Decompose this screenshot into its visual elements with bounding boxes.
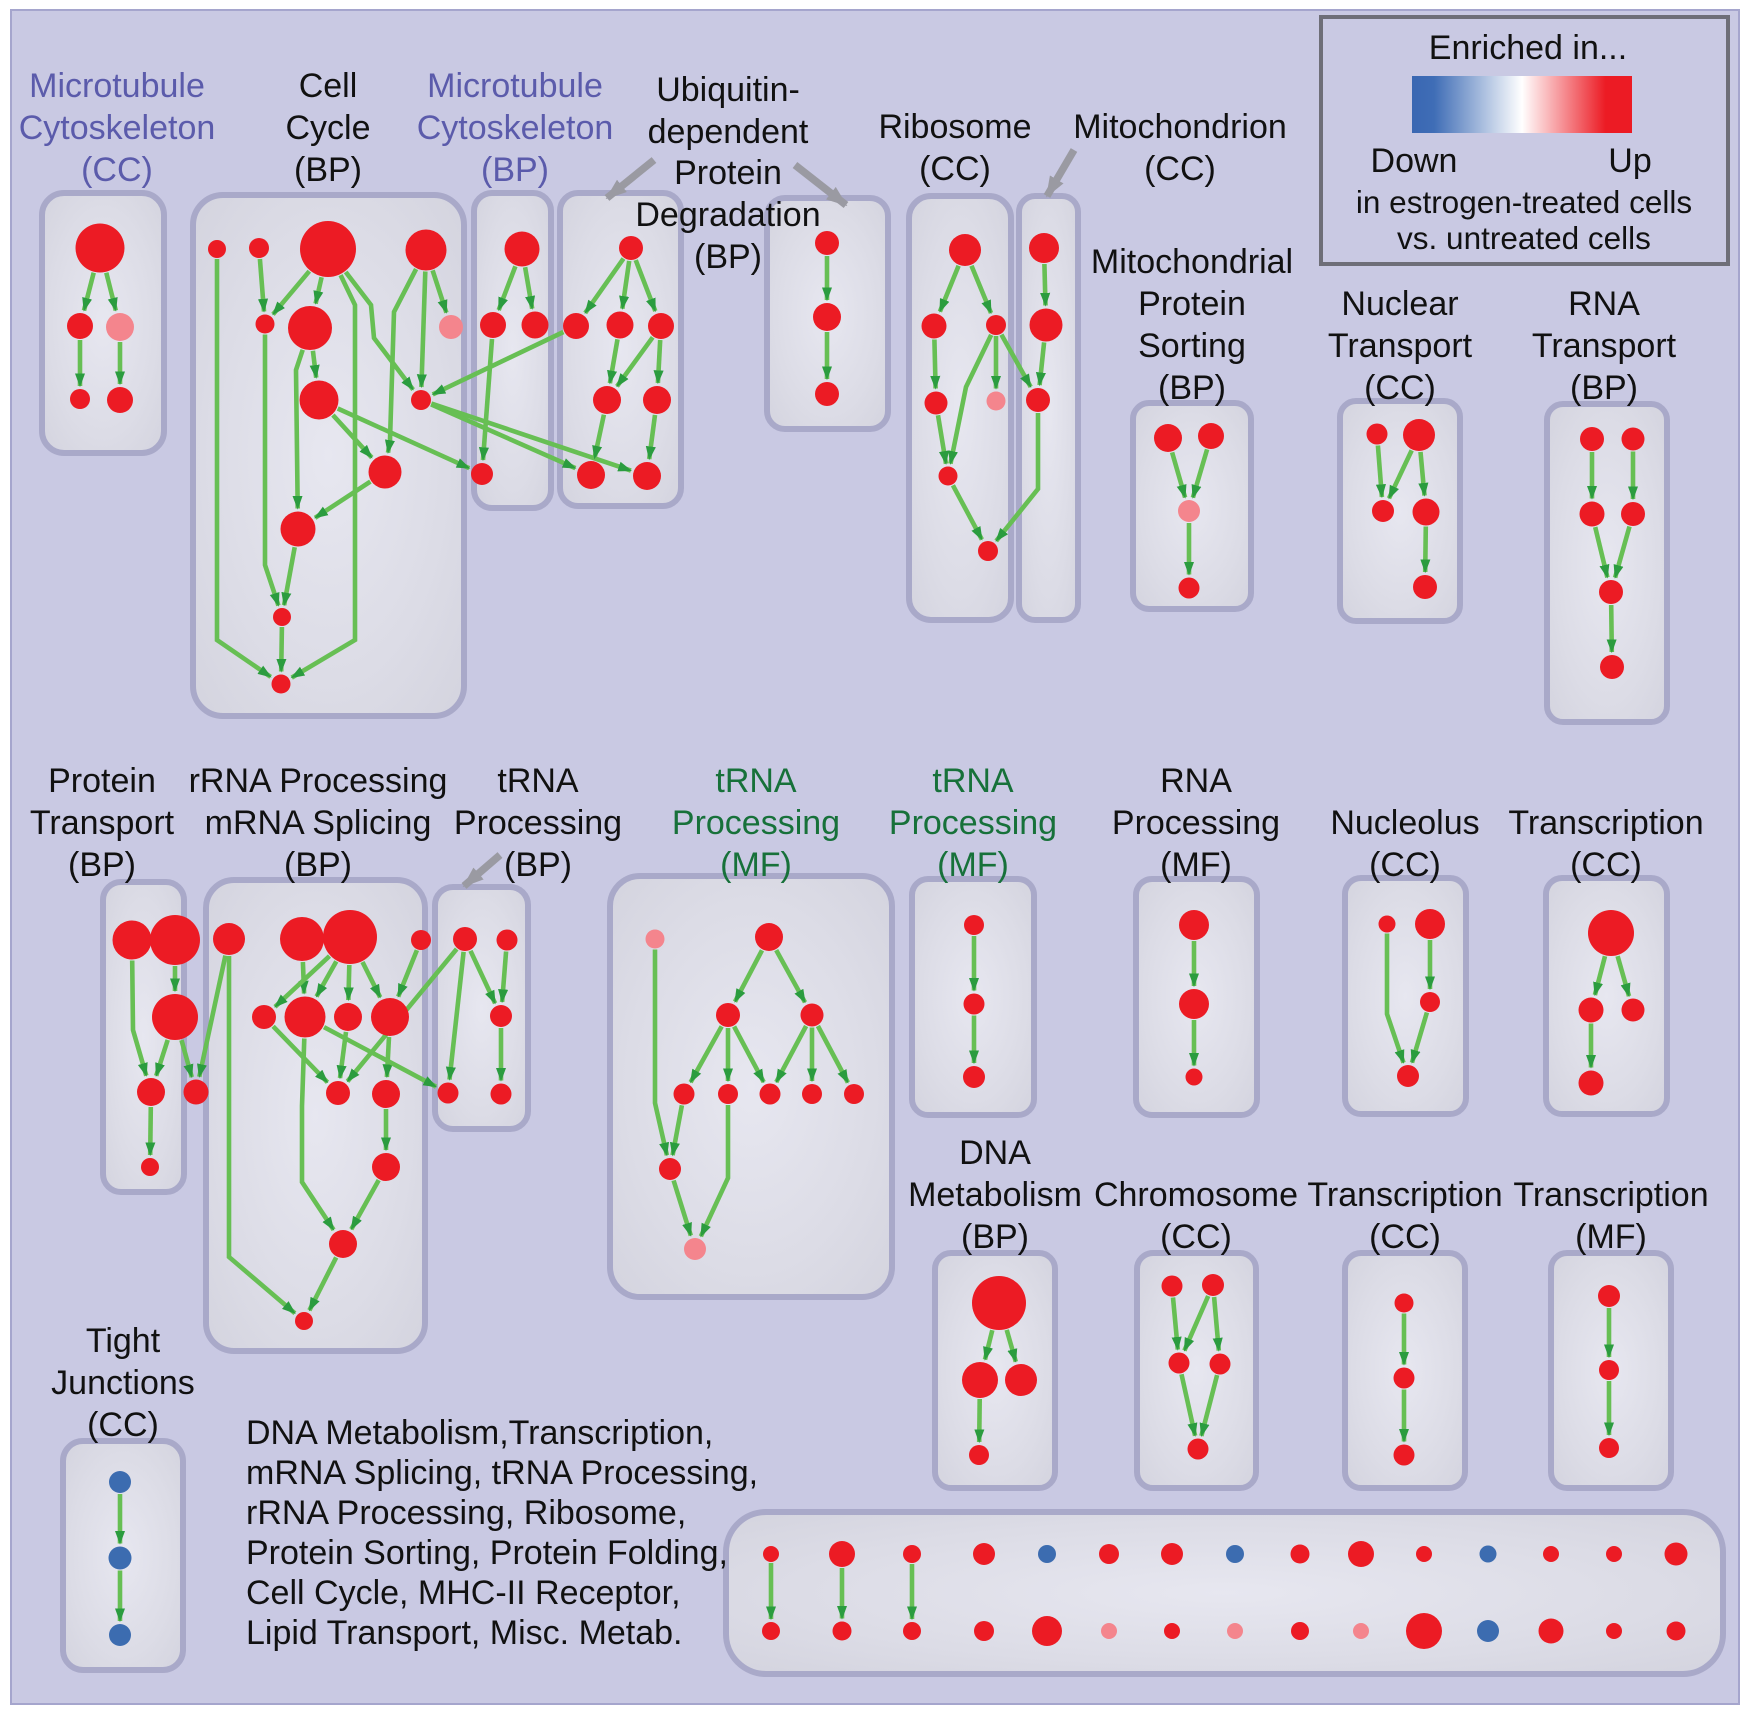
svg-text:Processing: Processing <box>889 804 1057 842</box>
svg-text:(CC): (CC) <box>1144 150 1216 188</box>
svg-text:RNA: RNA <box>1568 285 1640 323</box>
svg-text:mRNA Splicing, tRNA Processing: mRNA Splicing, tRNA Processing, <box>246 1454 758 1492</box>
svg-text:(BP): (BP) <box>1570 369 1638 407</box>
svg-text:(CC): (CC) <box>81 151 153 189</box>
svg-text:in estrogen-treated cells: in estrogen-treated cells <box>1356 184 1692 220</box>
svg-text:Protein: Protein <box>48 762 156 800</box>
svg-text:Ribosome: Ribosome <box>878 108 1031 146</box>
svg-text:Transport: Transport <box>30 804 175 842</box>
svg-text:Microtubule: Microtubule <box>29 67 205 105</box>
svg-text:tRNA: tRNA <box>715 762 797 800</box>
svg-text:Transport: Transport <box>1328 327 1473 365</box>
svg-text:tRNA: tRNA <box>932 762 1014 800</box>
svg-text:DNA Metabolism,Transcription,: DNA Metabolism,Transcription, <box>246 1414 713 1452</box>
svg-text:Processing: Processing <box>672 804 840 842</box>
svg-text:rRNA Processing: rRNA Processing <box>189 762 448 800</box>
svg-text:(BP): (BP) <box>294 151 362 189</box>
svg-text:Protein: Protein <box>674 154 782 192</box>
svg-text:(BP): (BP) <box>694 238 762 276</box>
svg-text:Enriched in...: Enriched in... <box>1429 29 1627 67</box>
svg-text:(CC): (CC) <box>87 1406 159 1444</box>
svg-text:Ubiquitin-: Ubiquitin- <box>656 71 800 109</box>
svg-text:Protein Sorting, Protein Foldi: Protein Sorting, Protein Folding, <box>246 1534 728 1572</box>
svg-text:Cytoskeleton: Cytoskeleton <box>19 109 216 147</box>
svg-text:Transcription: Transcription <box>1508 804 1703 842</box>
svg-text:Mitochondrion: Mitochondrion <box>1073 108 1287 146</box>
svg-text:Transcription: Transcription <box>1307 1176 1502 1214</box>
svg-text:Metabolism: Metabolism <box>908 1176 1082 1214</box>
svg-text:(BP): (BP) <box>68 846 136 884</box>
svg-text:(BP): (BP) <box>1158 369 1226 407</box>
svg-text:tRNA: tRNA <box>497 762 579 800</box>
svg-text:rRNA Processing, Ribosome,: rRNA Processing, Ribosome, <box>246 1494 686 1532</box>
svg-text:(CC): (CC) <box>919 150 991 188</box>
svg-text:mRNA Splicing: mRNA Splicing <box>205 804 432 842</box>
svg-text:Sorting: Sorting <box>1138 327 1246 365</box>
svg-text:Nucleolus: Nucleolus <box>1330 804 1479 842</box>
svg-text:(BP): (BP) <box>961 1218 1029 1256</box>
svg-text:(MF): (MF) <box>1160 846 1232 884</box>
svg-text:Cytoskeleton: Cytoskeleton <box>417 109 614 147</box>
svg-text:Processing: Processing <box>454 804 622 842</box>
svg-text:(CC): (CC) <box>1369 846 1441 884</box>
svg-text:(CC): (CC) <box>1364 369 1436 407</box>
svg-text:Up: Up <box>1608 142 1651 180</box>
svg-text:Microtubule: Microtubule <box>427 67 603 105</box>
svg-text:Cell Cycle, MHC-II Receptor,: Cell Cycle, MHC-II Receptor, <box>246 1574 681 1612</box>
svg-text:(MF): (MF) <box>720 846 792 884</box>
svg-text:Degradation: Degradation <box>635 196 820 234</box>
svg-text:dependent: dependent <box>648 113 809 151</box>
svg-text:Mitochondrial: Mitochondrial <box>1091 243 1293 281</box>
svg-text:DNA: DNA <box>959 1134 1031 1172</box>
svg-text:Processing: Processing <box>1112 804 1280 842</box>
svg-text:Protein: Protein <box>1138 285 1246 323</box>
svg-text:Cell: Cell <box>299 67 358 105</box>
svg-text:(BP): (BP) <box>284 846 352 884</box>
svg-text:Transcription: Transcription <box>1513 1176 1708 1214</box>
svg-text:Junctions: Junctions <box>51 1364 195 1402</box>
svg-text:Down: Down <box>1371 142 1458 180</box>
svg-text:Chromosome: Chromosome <box>1094 1176 1298 1214</box>
svg-text:Lipid Transport, Misc. Metab.: Lipid Transport, Misc. Metab. <box>246 1614 683 1652</box>
svg-text:(BP): (BP) <box>504 846 572 884</box>
svg-text:RNA: RNA <box>1160 762 1232 800</box>
svg-text:(MF): (MF) <box>1575 1218 1647 1256</box>
svg-text:(CC): (CC) <box>1570 846 1642 884</box>
svg-text:(BP): (BP) <box>481 151 549 189</box>
svg-text:(CC): (CC) <box>1369 1218 1441 1256</box>
svg-text:Transport: Transport <box>1532 327 1677 365</box>
svg-text:vs. untreated cells: vs. untreated cells <box>1397 220 1651 256</box>
svg-text:(CC): (CC) <box>1160 1218 1232 1256</box>
svg-text:Nuclear: Nuclear <box>1341 285 1458 323</box>
svg-text:Tight: Tight <box>86 1322 161 1360</box>
svg-text:(MF): (MF) <box>937 846 1009 884</box>
svg-text:Cycle: Cycle <box>285 109 370 147</box>
